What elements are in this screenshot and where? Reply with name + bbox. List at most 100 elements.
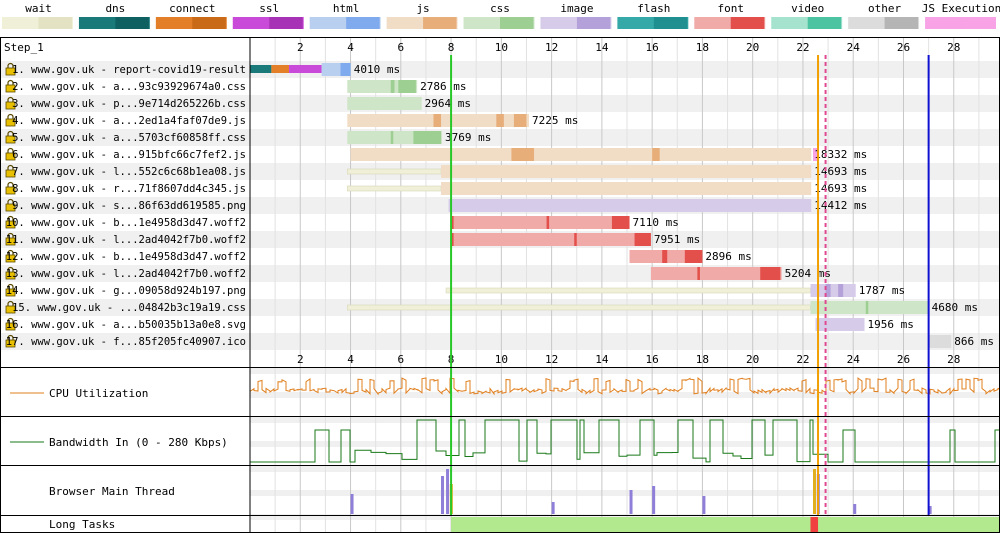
tick-label: 22 xyxy=(796,41,809,54)
request-label: 3. www.gov.uk - p...9e714d265226b.css xyxy=(12,98,246,110)
duration-label: 1956 ms xyxy=(868,318,914,331)
request-label: 16. www.gov.uk - a...b50035b13a0e8.svg xyxy=(6,319,246,331)
request-bar: 2964 ms xyxy=(347,97,471,110)
ssl-segment xyxy=(288,65,322,73)
legend-swatch-dark xyxy=(730,17,765,29)
request-bar: 4010 ms xyxy=(250,63,400,76)
duration-label: 4680 ms xyxy=(932,301,978,314)
tick-label: 12 xyxy=(545,41,558,54)
lock-icon xyxy=(5,96,16,110)
request-label: 8. www.gov.uk - r...71f8607dd4c345.js xyxy=(12,183,246,195)
content-segment xyxy=(810,284,856,297)
main-thread-spike xyxy=(629,490,633,514)
request-label: 12. www.gov.uk - b...1e4958d3d47.woff2 xyxy=(6,251,246,263)
long-tasks-panel-label: Long Tasks xyxy=(49,518,115,531)
legend-label: flash xyxy=(637,2,670,15)
lock-icon xyxy=(5,79,16,93)
cpu-panel-label: CPU Utilization xyxy=(49,387,148,400)
duration-label: 14412 ms xyxy=(814,199,867,212)
tick-label: 2 xyxy=(297,353,304,366)
download-chunk xyxy=(390,131,394,144)
legend-label: css xyxy=(490,2,510,15)
download-chunk xyxy=(390,80,395,93)
js-execution xyxy=(813,148,819,161)
long-task-critical xyxy=(810,517,819,533)
tick-label: 6 xyxy=(397,41,404,54)
duration-label: 5204 ms xyxy=(785,267,831,280)
request-label: 13. www.gov.uk - l...2ad4042f7b0.woff2 xyxy=(6,268,246,280)
lock-icon xyxy=(5,334,16,348)
content-segment xyxy=(928,335,952,348)
lock-icon xyxy=(5,283,16,297)
lock-icon xyxy=(5,232,16,246)
lock-icon xyxy=(5,147,16,161)
legend-label: font xyxy=(718,2,745,15)
legend-label: other xyxy=(868,2,901,15)
tick-label: 20 xyxy=(746,353,759,366)
request-bar: 2786 ms xyxy=(347,80,467,93)
content-segment xyxy=(441,165,812,178)
download-chunk xyxy=(652,148,660,161)
event-markers xyxy=(450,55,930,516)
content-segment xyxy=(350,148,812,161)
main-thread-spike xyxy=(702,496,706,514)
legend-swatch-dark xyxy=(807,17,842,29)
legend-swatch-dark xyxy=(269,17,303,29)
main-thread-spike xyxy=(652,486,656,514)
download-chunk xyxy=(433,114,442,127)
download-chunk xyxy=(511,148,535,161)
download-chunk xyxy=(513,114,527,127)
tick-label: 26 xyxy=(897,353,910,366)
dns-segment xyxy=(250,65,272,73)
legend-swatch-dark xyxy=(346,17,380,29)
content-segment xyxy=(810,301,929,314)
request-bar: 3769 ms xyxy=(347,131,491,144)
request-label: 15. www.gov.uk - ...04842b3c19a19.css xyxy=(12,302,246,314)
legend-label: image xyxy=(560,2,593,15)
download-chunk xyxy=(865,301,869,314)
legend-swatch-dark xyxy=(576,17,611,29)
lock-icon xyxy=(5,198,16,212)
connect-segment xyxy=(271,65,289,73)
request-bar: 5204 ms xyxy=(650,267,831,280)
download-chunk xyxy=(662,250,668,263)
legend: wait dns connect ssl html js css image flash font… xyxy=(2,2,1000,29)
metric-panels: CPU Utilization Bandwidth In (0 - 280 Kbp… xyxy=(10,376,1000,533)
duration-label: 7110 ms xyxy=(633,216,679,229)
request-label: 17. www.gov.uk - f...85f205fc40907.ico xyxy=(6,336,246,348)
legend-label: JS Execution xyxy=(922,2,1000,15)
long-task-block xyxy=(451,517,999,533)
duration-label: 3769 ms xyxy=(445,131,491,144)
request-label: 10. www.gov.uk - b...1e4958d3d47.woff2 xyxy=(6,217,246,229)
request-bar: 18332 ms xyxy=(350,148,867,161)
wait-segment xyxy=(346,168,442,175)
content-segment xyxy=(441,182,812,195)
panel-stripe xyxy=(250,368,999,374)
tick-label: 26 xyxy=(897,41,910,54)
download-chunk xyxy=(684,250,703,263)
tick-label: 28 xyxy=(947,41,960,54)
request-label: 5. www.gov.uk - a...5703cf60858ff.css xyxy=(12,132,246,144)
step-label: Step_1 xyxy=(4,41,44,54)
request-label: 6. www.gov.uk - a...915bfc66c7fef2.js xyxy=(12,149,246,161)
tick-label: 4 xyxy=(347,353,354,366)
lock-icon xyxy=(5,300,16,314)
download-chunk xyxy=(611,216,630,229)
download-chunk xyxy=(413,131,442,144)
panel-stripe xyxy=(250,441,999,447)
download-chunk xyxy=(340,63,351,76)
duration-label: 2896 ms xyxy=(705,250,751,263)
content-segment xyxy=(451,233,651,246)
request-label: 4. www.gov.uk - a...2ed1a4faf07de9.js xyxy=(12,115,246,127)
request-bar: 1956 ms xyxy=(815,318,914,331)
main-thread-spike xyxy=(928,506,932,514)
legend-label: connect xyxy=(169,2,215,15)
content-segment xyxy=(815,318,865,331)
download-chunk xyxy=(398,80,416,93)
download-chunk xyxy=(838,284,844,297)
legend-label: dns xyxy=(105,2,125,15)
legend-label: ssl xyxy=(259,2,279,15)
request-bar: 7951 ms xyxy=(451,233,700,246)
content-segment xyxy=(650,267,782,280)
